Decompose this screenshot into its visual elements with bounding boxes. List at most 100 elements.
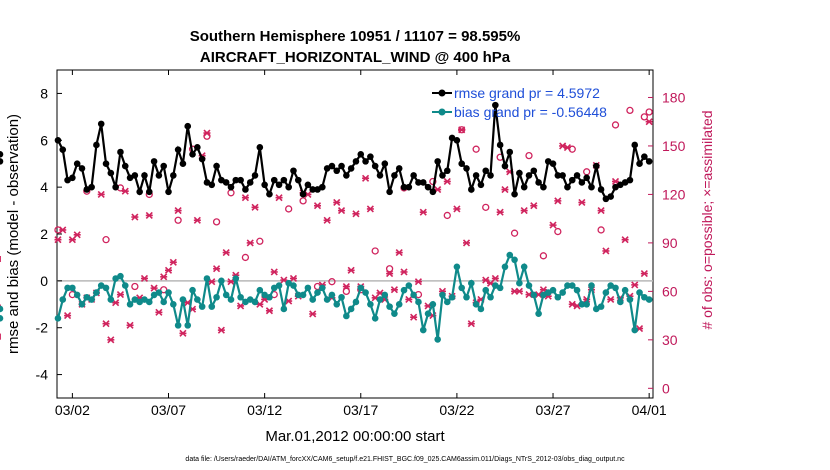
rmse-point bbox=[59, 146, 67, 153]
obs-assimilated-point bbox=[467, 320, 475, 328]
y-left-tick-label: 4 bbox=[40, 179, 48, 195]
y-left-tick-label: -4 bbox=[36, 367, 49, 383]
bias-point bbox=[621, 286, 629, 294]
bias-point bbox=[477, 305, 485, 313]
obs-assimilated-point bbox=[607, 295, 615, 304]
legend-rmse-label: rmse grand pr = 4.5972 bbox=[454, 85, 600, 101]
rmse-point bbox=[549, 160, 557, 168]
rmse-point bbox=[362, 158, 369, 165]
bias-point bbox=[117, 272, 124, 280]
rmse-point bbox=[530, 167, 538, 175]
bias-point bbox=[612, 284, 619, 292]
rmse-point bbox=[506, 148, 514, 156]
rmse-point bbox=[280, 176, 288, 184]
bias-point bbox=[0, 305, 4, 313]
bias-point bbox=[439, 291, 446, 299]
y-right-tick-label: 90 bbox=[662, 235, 678, 251]
rmse-point bbox=[165, 188, 172, 196]
obs-possible-point bbox=[160, 286, 168, 294]
obs-assimilated-point bbox=[145, 211, 153, 219]
rmse-point bbox=[78, 165, 86, 172]
rmse-point bbox=[468, 186, 475, 193]
rmse-point bbox=[242, 186, 249, 193]
obs-assimilated-point bbox=[131, 213, 139, 221]
bias-point bbox=[323, 296, 331, 303]
bias-point bbox=[189, 286, 196, 294]
bias-point bbox=[266, 293, 273, 301]
obs-assimilated-point bbox=[410, 313, 418, 321]
bias-point bbox=[73, 291, 81, 299]
bias-point bbox=[434, 336, 441, 343]
rmse-point bbox=[631, 141, 639, 149]
rmse-point bbox=[150, 158, 158, 165]
bias-point bbox=[319, 284, 326, 292]
bias-point bbox=[371, 315, 379, 322]
bias-point bbox=[516, 279, 523, 287]
rmse-point bbox=[434, 158, 441, 165]
rmse-point bbox=[338, 162, 345, 170]
obs-assimilated-point bbox=[520, 207, 528, 215]
rmse-point bbox=[386, 188, 393, 196]
bias-point bbox=[525, 282, 533, 289]
rmse-point bbox=[309, 186, 317, 193]
obs-possible-point bbox=[385, 265, 394, 273]
bias-point bbox=[645, 296, 653, 303]
obs-assimilated-point bbox=[270, 268, 278, 276]
bias-point bbox=[227, 296, 235, 303]
rmse-point bbox=[511, 190, 518, 198]
bias-point bbox=[314, 289, 321, 296]
bias-point bbox=[549, 286, 557, 294]
rmse-point bbox=[237, 176, 244, 184]
y-right-tick-label: 180 bbox=[662, 89, 686, 105]
obs-possible-point bbox=[568, 145, 576, 153]
bias-point bbox=[160, 298, 168, 306]
obs-possible-point bbox=[174, 216, 182, 224]
obs-assimilated-point bbox=[453, 205, 461, 213]
obs-possible-point bbox=[102, 236, 110, 244]
rmse-point bbox=[559, 172, 566, 179]
rmse-point bbox=[439, 172, 446, 179]
bias-point bbox=[386, 303, 393, 310]
rmse-point bbox=[583, 174, 590, 182]
bias-point bbox=[578, 300, 586, 308]
bias-point bbox=[501, 263, 509, 271]
rmse-point bbox=[520, 183, 528, 191]
obs-possible-point bbox=[429, 177, 437, 186]
rmse-point bbox=[73, 160, 81, 168]
rmse-point bbox=[573, 172, 581, 179]
bias-point bbox=[294, 291, 302, 299]
obs-assimilated-point bbox=[155, 308, 163, 316]
bias-point bbox=[415, 298, 422, 306]
rmse-point bbox=[597, 186, 605, 193]
bias-point bbox=[304, 284, 312, 292]
bias-point bbox=[468, 279, 475, 287]
y-left-tick-label: 0 bbox=[40, 273, 48, 289]
bias-point bbox=[419, 326, 427, 334]
rmse-point bbox=[357, 151, 365, 158]
bias-point bbox=[165, 289, 172, 296]
obs-assimilated-point bbox=[150, 284, 158, 292]
obs-assimilated-point bbox=[313, 202, 322, 210]
obs-assimilated-point bbox=[347, 266, 355, 274]
obs-assimilated-point bbox=[217, 326, 225, 334]
bias-point bbox=[583, 300, 590, 308]
chart-title-line2: AIRCRAFT_HORIZONTAL_WIND @ 400 hPa bbox=[200, 49, 511, 66]
rmse-point bbox=[117, 148, 124, 156]
obs-possible-point bbox=[285, 205, 293, 213]
y-right-tick-label: 30 bbox=[662, 332, 678, 348]
bias-point bbox=[463, 293, 470, 301]
bias-point bbox=[362, 289, 369, 296]
rmse-point bbox=[482, 167, 490, 175]
bias-point bbox=[222, 291, 230, 299]
rmse-point bbox=[453, 136, 461, 144]
obs-assimilated-point bbox=[116, 291, 125, 299]
x-tick-label: 03/02 bbox=[55, 402, 90, 418]
obs-possible-point bbox=[371, 247, 379, 255]
rmse-point bbox=[443, 167, 451, 175]
rmse-point bbox=[564, 183, 571, 191]
rmse-point bbox=[97, 120, 105, 128]
rmse-point bbox=[592, 162, 600, 170]
bias-point bbox=[347, 305, 355, 313]
bias-point bbox=[251, 298, 259, 306]
